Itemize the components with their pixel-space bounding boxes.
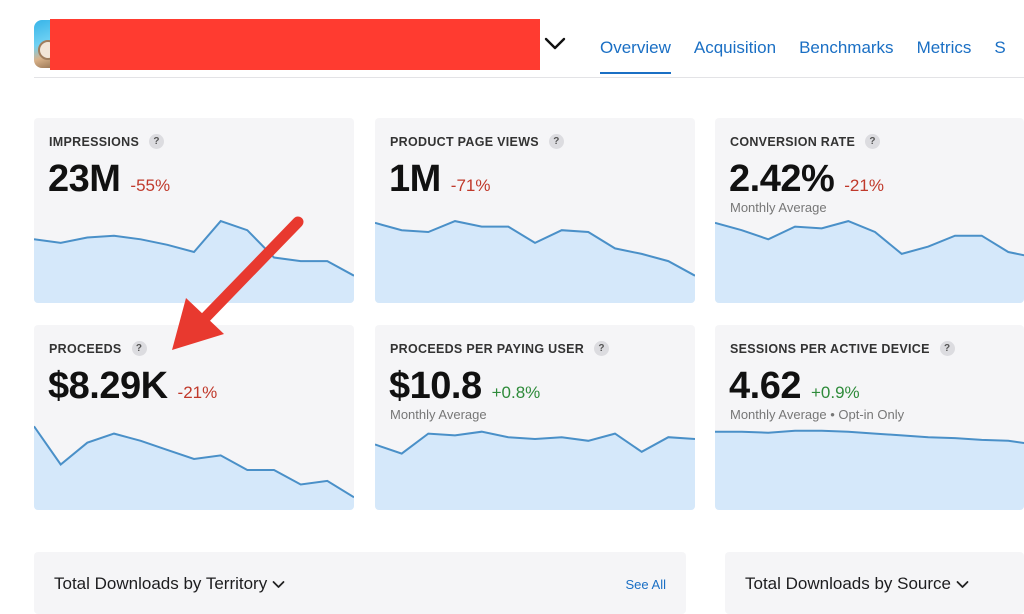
card-title: SESSIONS PER ACTIVE DEVICE [730, 341, 930, 356]
card-title: PROCEEDS [49, 341, 122, 356]
help-icon[interactable]: ? [149, 134, 165, 149]
card-title: PROCEEDS PER PAYING USER [390, 341, 585, 356]
metric-delta: +0.8% [491, 383, 541, 402]
tab-overview[interactable]: Overview [600, 38, 671, 74]
panel-title-dropdown[interactable]: Total Downloads by Territory [54, 574, 285, 594]
metric-value: 23M [48, 158, 121, 200]
metric-value: 2.42% [729, 158, 835, 200]
panel-title: Total Downloads by Territory [54, 574, 268, 593]
card-title: CONVERSION RATE [730, 134, 856, 149]
sparkline-chart [375, 415, 695, 510]
metric-delta: -21% [177, 383, 218, 402]
sparkline-chart [715, 208, 1024, 303]
metric-delta: -55% [130, 176, 171, 195]
value-row: $10.8 +0.8% [389, 365, 540, 408]
sparkline-area [715, 430, 1024, 510]
redacted-app-name [50, 19, 540, 70]
sparkline-chart [34, 415, 354, 510]
sparkline-area [375, 221, 695, 303]
metric-card-sessions-per-active-device[interactable]: SESSIONS PER ACTIVE DEVICE ? 4.62 +0.9% … [715, 325, 1024, 510]
tab-benchmarks[interactable]: Benchmarks [799, 38, 894, 57]
metric-card-impressions[interactable]: IMPRESSIONS ? 23M -55% [34, 118, 354, 303]
metric-subtitle: Monthly Average [390, 407, 487, 422]
card-title-wrap: PROCEEDS ? [49, 341, 147, 356]
tab-acquisition[interactable]: Acquisition [693, 38, 777, 57]
help-icon[interactable]: ? [939, 341, 955, 356]
help-icon[interactable]: ? [594, 341, 610, 356]
metric-value: 1M [389, 158, 441, 200]
metric-subtitle: Monthly Average [730, 200, 827, 215]
metric-delta: -71% [450, 176, 491, 195]
card-title-wrap: PROCEEDS PER PAYING USER ? [390, 341, 610, 356]
sparkline-line [34, 426, 354, 497]
tab-metrics[interactable]: Metrics [916, 38, 972, 57]
metric-value: $10.8 [389, 365, 482, 407]
sparkline-chart [34, 208, 354, 303]
see-all-link[interactable]: See All [625, 577, 666, 592]
sparkline-line [375, 432, 695, 454]
metric-card-product-page-views[interactable]: PRODUCT PAGE VIEWS ? 1M -71% [375, 118, 695, 303]
card-title: IMPRESSIONS [49, 134, 140, 149]
metric-card-conversion-rate[interactable]: CONVERSION RATE ? 2.42% -21% Monthly Ave… [715, 118, 1024, 303]
sparkline-area [375, 431, 695, 510]
metric-card-proceeds-per-paying-user[interactable]: PROCEEDS PER PAYING USER ? $10.8 +0.8% M… [375, 325, 695, 510]
panel-downloads-by-territory: Total Downloads by Territory See All [34, 552, 686, 614]
sparkline-area [715, 221, 1024, 303]
value-row: $8.29K -21% [48, 365, 217, 408]
chevron-down-icon [956, 580, 969, 588]
card-title-wrap: IMPRESSIONS ? [49, 134, 165, 149]
card-title-wrap: SESSIONS PER ACTIVE DEVICE ? [730, 341, 955, 356]
sparkline-chart [715, 415, 1024, 510]
panel-title: Total Downloads by Source [745, 574, 952, 593]
metric-delta: -21% [844, 176, 884, 195]
chevron-down-icon[interactable] [542, 33, 568, 55]
card-title: PRODUCT PAGE VIEWS [390, 134, 539, 149]
value-row: 23M -55% [48, 158, 170, 201]
card-title-wrap: CONVERSION RATE ? [730, 134, 881, 149]
metric-subtitle: Monthly Average • Opt-in Only [730, 407, 905, 422]
help-icon[interactable]: ? [865, 134, 881, 149]
metric-delta: +0.9% [810, 383, 860, 402]
card-title-wrap: PRODUCT PAGE VIEWS ? [390, 134, 564, 149]
metric-value: 4.62 [729, 365, 801, 407]
chevron-down-icon [272, 580, 285, 588]
metric-card-proceeds[interactable]: PROCEEDS ? $8.29K -21% [34, 325, 354, 510]
panel-downloads-by-source: Total Downloads by Source [725, 552, 1024, 614]
value-row: 2.42% -21% [729, 158, 884, 201]
nav-tabs: Overview Acquisition Benchmarks Metrics … [600, 38, 1024, 74]
value-row: 1M -71% [389, 158, 490, 201]
sparkline-line [715, 221, 1024, 257]
help-icon[interactable]: ? [131, 341, 147, 356]
value-row: 4.62 +0.9% [729, 365, 860, 408]
panel-title-dropdown[interactable]: Total Downloads by Source [745, 574, 969, 594]
header-divider [34, 77, 1024, 78]
help-icon[interactable]: ? [548, 134, 564, 149]
sparkline-line [715, 431, 1024, 445]
sparkline-chart [375, 208, 695, 303]
sparkline-area [34, 426, 354, 510]
tab-truncated[interactable]: S [994, 38, 1006, 57]
sparkline-line [375, 221, 695, 276]
metric-value: $8.29K [48, 365, 168, 407]
